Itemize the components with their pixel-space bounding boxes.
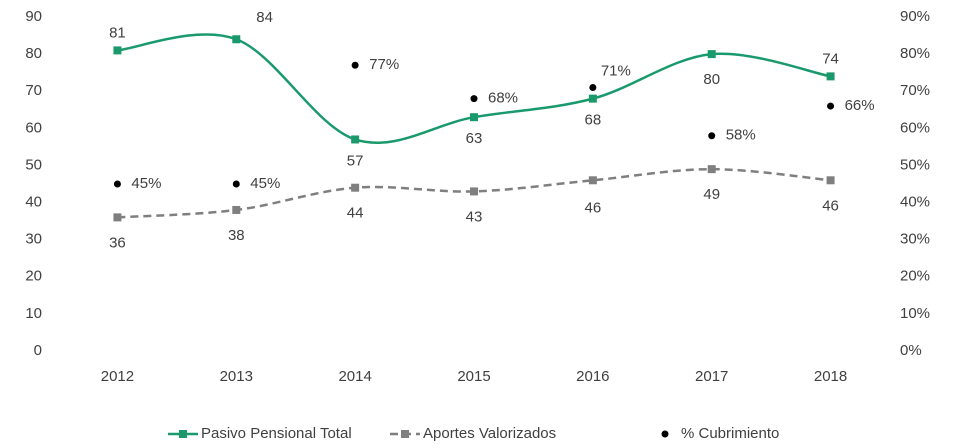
y-tick-label: 30	[25, 231, 42, 248]
point	[589, 84, 597, 92]
x-tick-label: 2014	[338, 368, 371, 385]
y2-tick-label: 40%	[900, 194, 930, 211]
y2-tick-label: 0%	[900, 342, 922, 359]
y-tick-label: 60	[25, 119, 42, 136]
data-label: 45%	[131, 175, 161, 192]
y-tick-label: 80	[25, 45, 42, 62]
legend-marker	[661, 430, 669, 438]
point	[470, 95, 478, 103]
point	[351, 135, 360, 144]
y-tick-label: 10	[25, 305, 42, 322]
point	[826, 176, 835, 185]
series-line	[117, 33, 831, 145]
data-label: 81	[109, 24, 126, 41]
data-label: 36	[109, 234, 126, 251]
y-tick-label: 50	[25, 156, 42, 173]
point	[826, 72, 835, 81]
x-tick-label: 2012	[101, 368, 134, 385]
point	[351, 61, 359, 69]
data-label: 46	[822, 197, 839, 214]
data-label: 44	[347, 205, 364, 222]
y-tick-label: 0	[34, 342, 42, 359]
data-label: 84	[256, 9, 273, 26]
data-label: 45%	[250, 175, 280, 192]
point	[470, 187, 478, 196]
x-tick-label: 2013	[220, 368, 253, 385]
data-label: 43	[466, 208, 483, 225]
y2-tick-label: 70%	[900, 82, 930, 99]
y-tick-label: 40	[25, 194, 42, 211]
x-tick-label: 2018	[814, 368, 847, 385]
point	[351, 183, 360, 192]
point	[232, 205, 241, 214]
y2-tick-label: 90%	[900, 8, 930, 25]
legend-marker	[179, 430, 187, 438]
y-tick-label: 20	[25, 268, 42, 285]
y2-tick-label: 80%	[900, 45, 930, 62]
x-tick-label: 2016	[576, 368, 609, 385]
data-label: 68%	[488, 90, 518, 107]
point	[232, 35, 241, 44]
x-tick-label: 2015	[457, 368, 490, 385]
data-label: 80	[703, 71, 720, 88]
y2-tick-label: 50%	[900, 156, 930, 173]
x-tick-label: 2017	[695, 368, 728, 385]
point	[588, 176, 597, 185]
y-tick-label: 90	[25, 8, 42, 25]
data-label: 74	[822, 50, 839, 67]
y-tick-label: 70	[25, 82, 42, 99]
data-label: 57	[347, 152, 364, 169]
point	[113, 46, 122, 55]
data-label: 58%	[726, 127, 756, 144]
data-label: 38	[228, 227, 245, 244]
point	[470, 113, 478, 122]
data-label: 49	[703, 186, 720, 203]
y2-tick-label: 30%	[900, 231, 930, 248]
legend-label: Aportes Valorizados	[423, 425, 556, 442]
point	[707, 165, 716, 174]
point	[707, 50, 716, 59]
data-label: 68	[585, 112, 602, 129]
point	[708, 132, 716, 140]
point	[113, 180, 121, 188]
legend-marker	[401, 430, 409, 438]
data-label: 66%	[845, 97, 875, 114]
y2-tick-label: 60%	[900, 119, 930, 136]
data-label: 77%	[369, 56, 399, 73]
point	[232, 180, 240, 188]
point	[588, 94, 597, 103]
point	[827, 102, 835, 110]
legend-label: % Cubrimiento	[681, 425, 779, 442]
point	[113, 213, 122, 222]
data-label: 63	[466, 130, 483, 147]
y2-tick-label: 20%	[900, 268, 930, 285]
y2-tick-label: 10%	[900, 305, 930, 322]
data-label: 71%	[601, 62, 631, 79]
data-label: 46	[585, 199, 602, 216]
legend-label: Pasivo Pensional Total	[201, 425, 352, 442]
